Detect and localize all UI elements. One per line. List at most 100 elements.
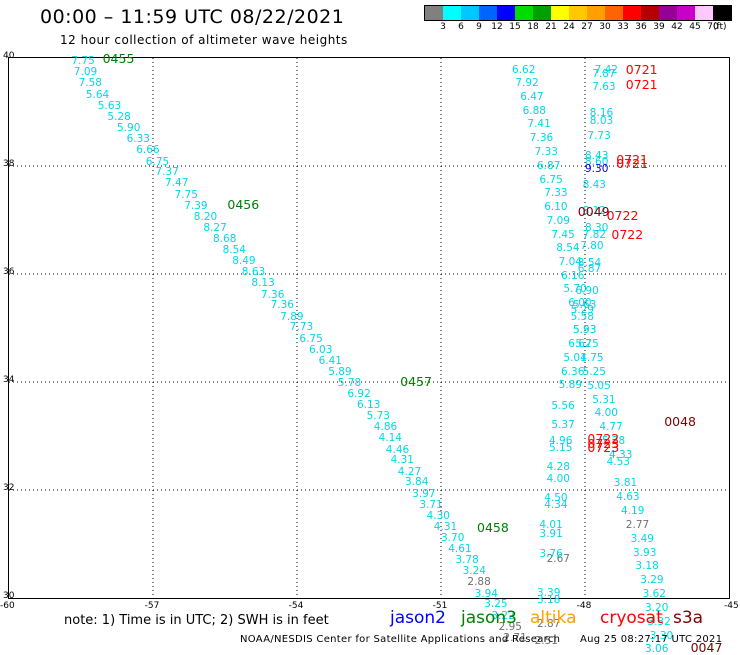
- pass-time-label: 0456: [227, 196, 260, 212]
- wave-height-value: 7.45: [551, 228, 575, 241]
- wave-height-value: 4.28: [546, 461, 570, 474]
- wave-height-value: 8.54: [577, 257, 602, 270]
- wave-height-value: 5.89: [328, 365, 352, 378]
- wave-height-value: 7.47: [165, 177, 189, 190]
- wave-height-value: 7.09: [73, 66, 98, 79]
- pass-time-label: 0457: [400, 374, 432, 389]
- wave-height-value: 7.87: [592, 68, 616, 81]
- wave-height-value: 8.43: [585, 150, 609, 163]
- wave-height-value: 5.73: [366, 410, 390, 423]
- wave-height-value: 5.90: [117, 122, 141, 135]
- wave-height-value: 6.03: [309, 343, 333, 356]
- y-tick-label: 38: [3, 159, 15, 169]
- wave-height-value: 7.75: [71, 54, 95, 67]
- wave-height-value: 7.42: [594, 64, 618, 77]
- colorbar-swatch: [425, 6, 443, 20]
- pass-time-label: 0723: [587, 439, 620, 455]
- wave-height-value: 7.33: [544, 187, 568, 199]
- x-tick-label: -60: [0, 601, 15, 611]
- pass-time-label: 0048: [664, 413, 696, 429]
- generated-timestamp: Aug 25 08:27:17 UTC 2021: [580, 634, 723, 645]
- wave-height-value: 7.73: [289, 321, 314, 334]
- wave-height-value: 7.75: [174, 188, 198, 201]
- colorbar-swatch: [623, 6, 641, 20]
- colorbar-tick-label: 6: [458, 22, 464, 32]
- colorbar-swatch: [461, 6, 479, 20]
- legend-s3a: s3a: [673, 608, 704, 628]
- wave-height-value: 7.58: [78, 77, 102, 90]
- wave-height-value: 7.39: [184, 199, 208, 212]
- y-tick-label: 34: [3, 375, 15, 385]
- wave-height-value: 3.29: [640, 574, 664, 587]
- colorbar-tick-label: 21: [545, 22, 557, 32]
- credit-text: NOAA/NESDIS Center for Satellite Applica…: [240, 634, 561, 645]
- wave-height-value: 8.54: [222, 244, 246, 257]
- colorbar-tick-label: 9: [476, 22, 482, 32]
- wave-height-value: 7.33: [534, 145, 558, 158]
- wave-height-value: 3.71: [419, 498, 443, 511]
- wave-height-value: 3.18: [537, 593, 561, 606]
- wave-height-value: 4.61: [448, 542, 472, 555]
- colorbar-tick-label: 24: [563, 22, 575, 32]
- colorbar-tick-label: 45: [689, 22, 701, 32]
- map-plot-area: 7.75 7.09 7.58 5.64 5.63 5.28 5.90 6.33 6.66 6.75…: [8, 53, 730, 654]
- wave-height-value: 4.46: [385, 443, 410, 456]
- colorbar-tick-label: 3: [440, 22, 446, 32]
- colorbar-tick-label: 30: [599, 22, 611, 32]
- wave-height-value: 7.09: [546, 214, 570, 227]
- wave-height-value: 3.70: [441, 532, 465, 545]
- wave-height-value: 3.84: [405, 476, 429, 489]
- wave-height-value: 3.22: [491, 609, 515, 622]
- pass-time-label: 0721: [625, 77, 658, 92]
- wave-height-value: 3.18: [635, 560, 659, 573]
- wave-height-value: 6.13: [357, 399, 381, 412]
- wave-height-value: 8.49: [232, 255, 256, 268]
- wave-height-value: 6.62: [568, 338, 592, 351]
- y-tick-label: 30: [3, 591, 15, 601]
- wave-height-value: 7.36: [529, 132, 554, 145]
- wave-height-value: 6.10: [544, 201, 568, 214]
- wave-height-value: 8.27: [203, 222, 227, 235]
- wave-height-value: 3.24: [462, 565, 486, 577]
- colorbar-swatch: [713, 6, 731, 20]
- wave-height-value: 6.33: [126, 133, 150, 145]
- wave-height-value: 7.04: [558, 255, 582, 268]
- wave-height-value: 2.51: [534, 635, 558, 648]
- legend-jason2: jason2: [390, 608, 446, 628]
- wave-height-value: 6.47: [520, 91, 544, 104]
- wave-height-value: 2.67: [546, 553, 570, 566]
- x-tick-label: -51: [432, 601, 448, 611]
- wave-height-value: 6.00: [568, 297, 592, 310]
- colorbar-tick-label: 15: [509, 22, 521, 32]
- wave-height-value: 3.94: [474, 587, 498, 600]
- wave-height-value: 6.88: [522, 104, 546, 117]
- wave-height-value: 6.87: [537, 160, 561, 172]
- wave-height-colorbar: [424, 5, 732, 21]
- wave-height-value: 5.56: [551, 400, 575, 413]
- wave-height-value: 3.97: [412, 487, 436, 500]
- wave-height-value: 4.01: [539, 519, 563, 532]
- wave-height-value: 4.00: [594, 407, 618, 420]
- wave-height-value: 4.19: [621, 504, 645, 517]
- pass-time-label: 0458: [477, 519, 509, 535]
- wave-height-value: 7.36: [270, 299, 294, 312]
- wave-height-value: 7.37: [155, 166, 179, 179]
- wave-height-value: 8.43: [582, 179, 606, 192]
- wave-height-value: 7.41: [527, 118, 551, 131]
- wave-height-value: 4.31: [433, 520, 458, 533]
- wave-height-value: 6.75: [145, 155, 170, 168]
- wave-height-value: 4.27: [397, 465, 422, 478]
- wave-height-value: 7.63: [592, 81, 616, 94]
- wave-height-value: 5.05: [587, 379, 611, 392]
- colorbar-swatch: [569, 6, 587, 20]
- colorbar-tick-label: 39: [653, 22, 665, 32]
- wave-height-value: 5.78: [337, 377, 362, 390]
- pass-time-label: 0722: [587, 430, 620, 446]
- wave-height-value: 5.25: [582, 365, 606, 378]
- pass-time-label: 0455: [102, 51, 135, 67]
- colorbar-tick-label: 70: [707, 22, 719, 32]
- wave-height-value: 8.16: [589, 106, 614, 119]
- wave-height-value: 8.54: [556, 242, 580, 255]
- wave-height-value: 5.15: [549, 441, 573, 454]
- colorbar-swatch: [443, 6, 461, 20]
